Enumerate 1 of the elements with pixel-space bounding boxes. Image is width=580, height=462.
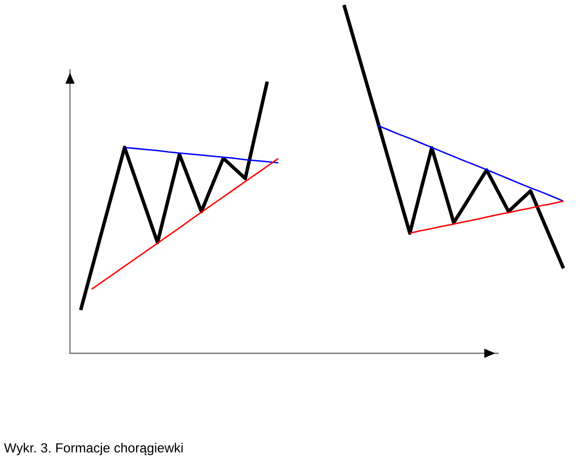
text: Wykr. 3. Formacje chorągiewki	[4, 442, 183, 456]
